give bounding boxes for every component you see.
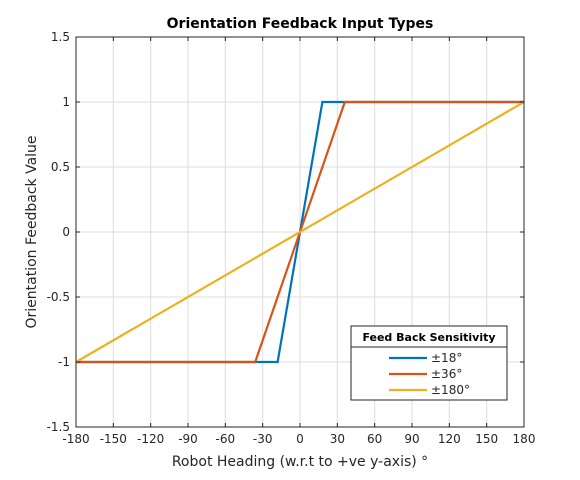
x-axis-label: Robot Heading (w.r.t to +ve y-axis) ° bbox=[172, 454, 428, 470]
legend-box bbox=[350, 325, 508, 401]
x-tick-label: 0 bbox=[296, 432, 304, 446]
y-tick-label: 0 bbox=[62, 225, 70, 239]
x-tick-label: -60 bbox=[216, 432, 236, 446]
series-line-3 bbox=[75, 101, 525, 363]
y-tick-label: -1 bbox=[58, 355, 70, 369]
legend-label-2: ±36° bbox=[431, 367, 462, 381]
x-tick-label: -180 bbox=[62, 432, 89, 446]
ticks: -180 -150 -120 -90 -60 -30 0 30 60 90 120 150 180 -1.… bbox=[47, 30, 536, 446]
y-axis-label: Orientation Feedback Value bbox=[24, 135, 40, 328]
x-tick-label: 60 bbox=[367, 432, 382, 446]
x-tick-label: -90 bbox=[178, 432, 198, 446]
legend: Feed Back Sensitivity ±18° ±36° ±180° bbox=[350, 325, 508, 401]
y-tick-label: -1.5 bbox=[47, 420, 70, 434]
chart-title: Orientation Feedback Input Types bbox=[167, 16, 434, 32]
legend-label-1: ±18° bbox=[431, 351, 462, 365]
legend-label-3: ±180° bbox=[431, 383, 470, 397]
x-tick-label: 150 bbox=[475, 432, 498, 446]
y-tick-label: 1 bbox=[62, 95, 70, 109]
series-layer bbox=[75, 100, 525, 364]
x-tick-label: 120 bbox=[438, 432, 461, 446]
y-tick-label: -0.5 bbox=[47, 290, 70, 304]
x-tick-label: 180 bbox=[513, 432, 536, 446]
y-tick-label: 1.5 bbox=[51, 30, 70, 44]
x-tick-label: -150 bbox=[100, 432, 127, 446]
x-tick-label: 90 bbox=[404, 432, 419, 446]
y-tick-label: 0.5 bbox=[51, 160, 70, 174]
x-tick-label: 30 bbox=[330, 432, 345, 446]
legend-title: Feed Back Sensitivity bbox=[362, 331, 495, 344]
x-tick-label: -30 bbox=[253, 432, 273, 446]
x-tick-label: -120 bbox=[137, 432, 164, 446]
